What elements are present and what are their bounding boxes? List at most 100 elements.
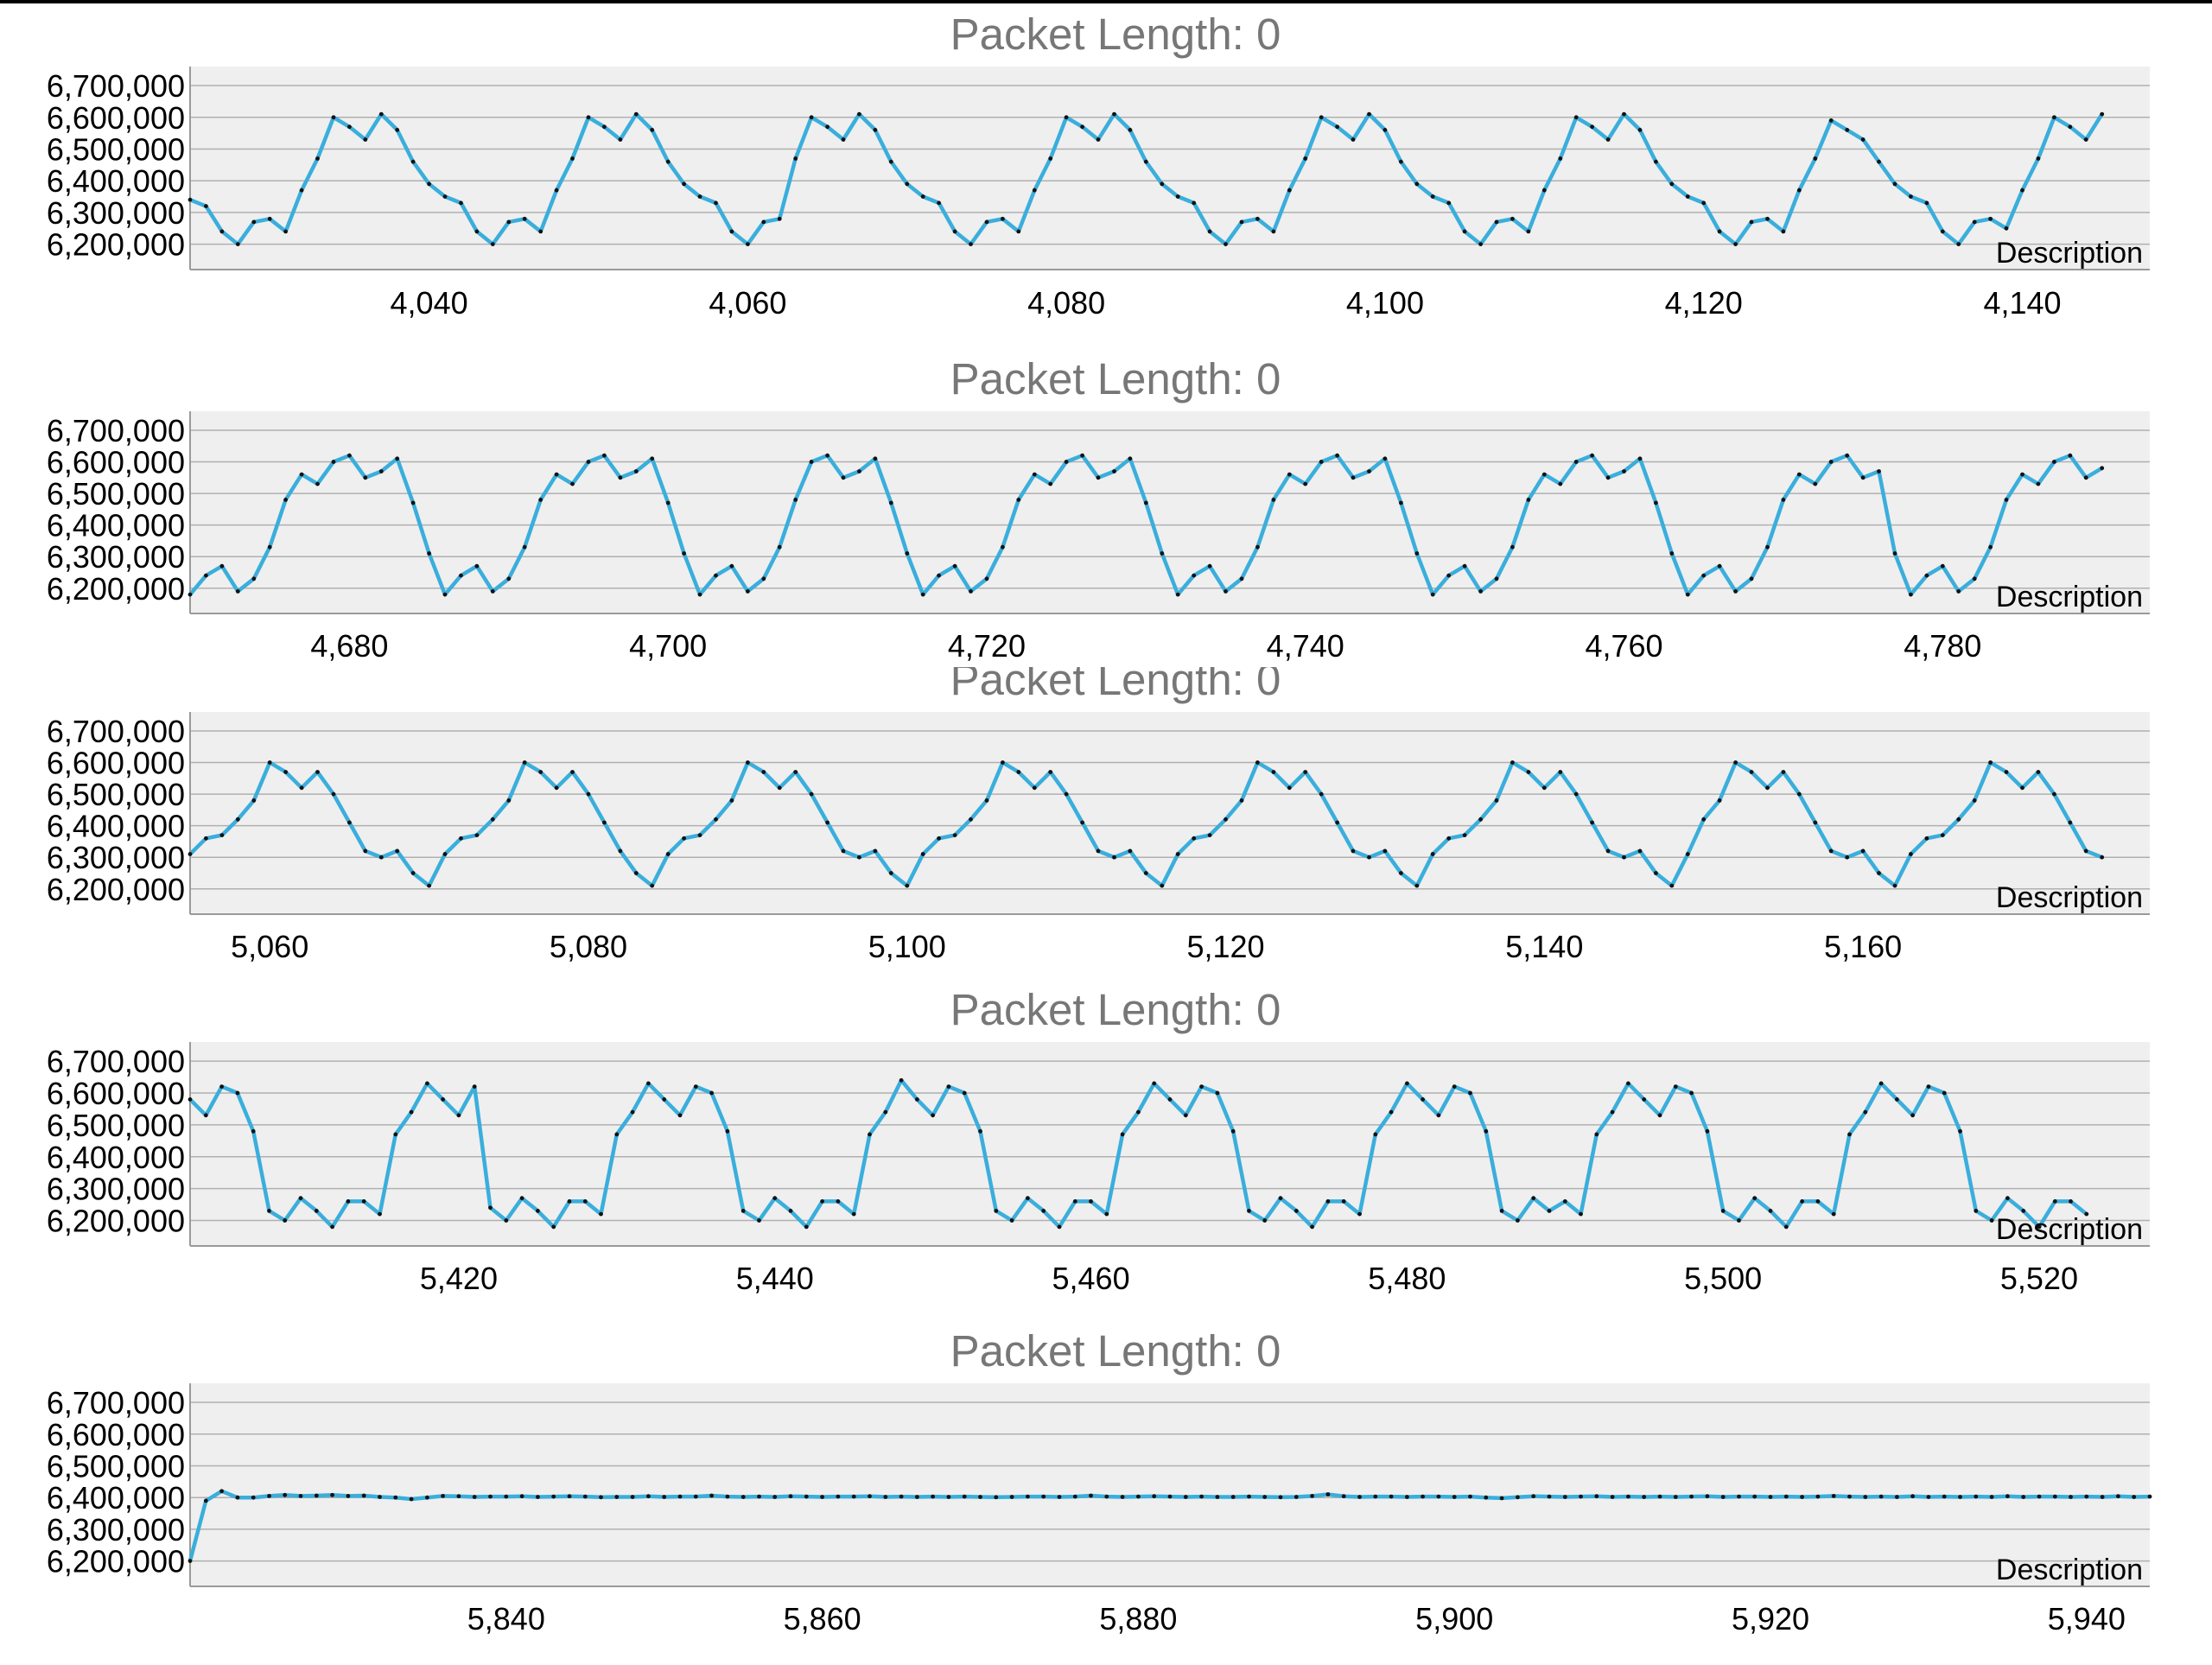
data-point (1594, 1494, 1599, 1499)
data-point (1956, 242, 1961, 246)
data-point (1892, 551, 1897, 556)
data-point (1247, 1494, 1251, 1499)
data-point (1558, 481, 1563, 486)
data-point (1041, 1494, 1046, 1499)
data-point (1478, 817, 1483, 822)
data-point (1845, 855, 1850, 860)
data-point (490, 817, 495, 822)
data-point (851, 1211, 856, 1217)
data-point (1224, 589, 1228, 594)
data-point (1373, 1494, 1378, 1499)
data-point (251, 576, 257, 581)
data-point (1325, 1199, 1331, 1204)
data-point (1531, 1494, 1536, 1499)
data-point (788, 1209, 793, 1213)
data-point (1048, 481, 1053, 486)
data-point (378, 111, 384, 117)
data-point (1057, 1495, 1062, 1499)
data-point (314, 1209, 319, 1213)
data-point (1942, 1494, 1947, 1499)
data-point (709, 1493, 714, 1498)
data-point (665, 500, 671, 505)
x-tick-label: 5,520 (2000, 1261, 2078, 1296)
data-point (1605, 848, 1611, 854)
data-point (937, 836, 941, 841)
data-point (1765, 544, 1770, 550)
data-point (1733, 242, 1738, 246)
data-point (378, 469, 384, 473)
data-point (1626, 1494, 1630, 1499)
data-point (442, 592, 448, 597)
data-point (1942, 1090, 1947, 1096)
data-point (1192, 836, 1197, 841)
data-point (1813, 820, 1818, 825)
data-point (410, 500, 416, 505)
data-point (1924, 573, 1929, 578)
data-point (1685, 194, 1690, 199)
data-point (1064, 791, 1069, 797)
data-point (1072, 1199, 1077, 1204)
data-point (1032, 785, 1037, 791)
data-point (551, 1494, 556, 1499)
data-point (1389, 1494, 1394, 1499)
data-point (1389, 1109, 1394, 1115)
data-point (1749, 219, 1754, 225)
x-tick-label: 5,060 (231, 929, 308, 964)
data-point (777, 785, 782, 791)
x-tick-label: 4,700 (629, 628, 707, 664)
data-point (204, 573, 208, 578)
data-point (1847, 1132, 1852, 1137)
data-point (888, 159, 893, 164)
data-point (650, 883, 655, 888)
data-point (1654, 159, 1658, 164)
data-point (1800, 1495, 1805, 1499)
data-point (1128, 456, 1133, 461)
data-point (1765, 785, 1770, 791)
data-point (1484, 1128, 1489, 1134)
data-point (283, 229, 288, 234)
data-point (1446, 836, 1452, 841)
chart-4: Packet Length: 0 6,200,0006,300,0006,400,… (47, 992, 2150, 1296)
data-point (2147, 1494, 2152, 1499)
data-point (2020, 472, 2024, 477)
data-point (1430, 592, 1435, 597)
data-point (188, 1097, 193, 1102)
chart-panel-3: Packet Length: 0 6,200,000 6,300,000 6,400,… (10, 667, 2203, 985)
y-tick-label: 6,200,000 (47, 1544, 185, 1579)
data-point (219, 1489, 224, 1494)
data-point (1278, 1495, 1283, 1500)
y-tick-label: 6,500,000 (47, 1108, 185, 1143)
data-point (1940, 833, 1945, 837)
plot-area (190, 1383, 2150, 1586)
data-point (299, 472, 304, 477)
data-point (219, 563, 225, 569)
data-point (586, 115, 591, 120)
data-point (283, 498, 288, 502)
data-point (1382, 456, 1388, 461)
data-point (2132, 1495, 2137, 1499)
data-point (1637, 456, 1643, 461)
data-point (1325, 1492, 1331, 1497)
data-point (1705, 1494, 1710, 1499)
data-point (1405, 1081, 1409, 1086)
data-point (2004, 498, 2009, 502)
data-point (490, 589, 495, 594)
data-point (1622, 111, 1626, 117)
window-top-border (0, 0, 2212, 3)
data-point (761, 576, 766, 581)
data-point (488, 1494, 493, 1499)
data-point (1192, 573, 1197, 578)
y-tick-label: 6,500,000 (47, 476, 185, 512)
data-point (504, 1218, 509, 1223)
data-point (1175, 592, 1180, 597)
data-point (984, 576, 989, 581)
data-point (331, 115, 336, 120)
data-point (361, 1199, 366, 1204)
data-point (570, 156, 575, 161)
data-point (1414, 883, 1420, 888)
data-point (1303, 481, 1308, 486)
data-point (330, 1492, 334, 1497)
data-point (1468, 1494, 1472, 1499)
data-point (1847, 1494, 1852, 1499)
data-point (868, 1494, 872, 1499)
